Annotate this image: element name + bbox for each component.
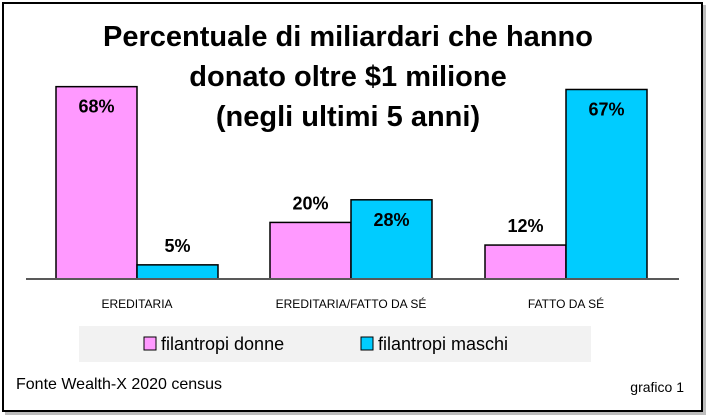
category-labels: EREDITARIA EREDITARIA/FATTO DA SÉ FATTO DA… [101,296,604,311]
data-label-filantropi-maschi-ereditaria: 5% [164,236,190,256]
title-line-1: Percentuale di miliardari che hanno [103,21,593,53]
bar-filantropi-maschi-ereditaria [136,264,219,280]
legend-background [79,326,591,362]
data-label-filantropi-donne-ereditaria: 68% [78,97,114,117]
chart-frame: Percentuale di miliardari che hanno dona… [2,2,703,412]
bar-chart: Percentuale di miliardari che hanno dona… [16,21,684,395]
category-label-fatto-da-se: FATTO DA SÉ [528,296,604,311]
bar-filantropi-maschi-fatto-da-se [565,88,648,280]
bar-filantropi-maschi-ereditaria-fatto-da-se [350,199,433,280]
data-label-filantropi-donne-ereditaria-fatto-da-se: 20% [292,193,328,213]
title-line-2: donato oltre $1 milione [189,61,506,93]
data-label-filantropi-donne-fatto-da-se: 12% [507,216,543,236]
data-label-filantropi-maschi-ereditaria-fatto-da-se: 28% [373,210,409,230]
chart-number-label: grafico 1 [630,379,684,395]
data-label-filantropi-maschi-fatto-da-se: 67% [588,99,624,119]
bar-filantropi-donne-fatto-da-se [484,244,567,280]
source-note: Fonte Wealth-X 2020 census [16,376,222,393]
category-label-ereditaria-fatto-da-se: EREDITARIA/FATTO DA SÉ [276,296,427,311]
title-line-3: (negli ultimi 5 anni) [216,101,480,133]
legend-label-filantropi-donne: filantropi donne [161,334,284,354]
bar-filantropi-donne-ereditaria [55,85,138,280]
legend-swatch-filantropi-maschi [360,336,374,351]
category-label-ereditaria: EREDITARIA [101,297,172,311]
legend-label-filantropi-maschi: filantropi maschi [378,334,508,354]
chart-title: Percentuale di miliardari che hanno dona… [103,21,593,133]
bars-group: 68% 5% 20% 28% 12% 67% [55,85,648,280]
legend: filantropi donne filantropi maschi [79,326,591,362]
legend-swatch-filantropi-donne [143,336,157,351]
bar-filantropi-donne-ereditaria-fatto-da-se [269,221,352,280]
